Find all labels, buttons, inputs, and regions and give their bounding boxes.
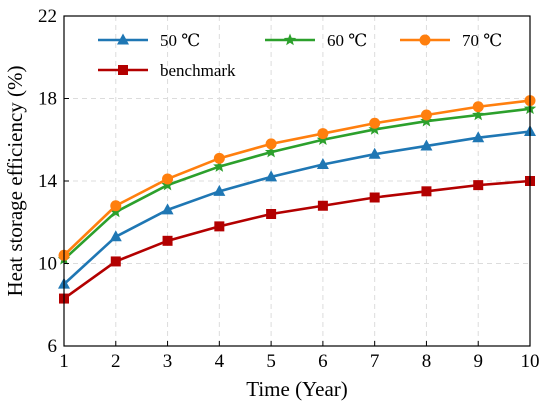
y-tick-label: 18 — [38, 89, 57, 110]
axis-ticks: 1 2 3 4 5 6 7 8 9 10 6 10 14 18 22 — [38, 6, 540, 372]
series-line — [63, 130, 531, 286]
legend-label: 70 ℃ — [462, 31, 502, 50]
y-tick-label: 14 — [38, 171, 58, 192]
data-point — [266, 209, 277, 219]
series-line — [63, 99, 531, 257]
data-point — [109, 230, 122, 242]
data-point — [265, 170, 278, 182]
y-tick-label: 10 — [38, 254, 57, 275]
legend-label: benchmark — [160, 61, 236, 80]
data-point — [317, 200, 328, 211]
data-point — [317, 128, 329, 140]
series-70 — [58, 95, 536, 261]
series-layer — [57, 95, 537, 304]
data-point — [213, 184, 226, 196]
data-point — [161, 178, 174, 191]
series-benchmark — [59, 176, 535, 304]
y-axis-title: Heat storage efficiency (%) — [3, 65, 27, 296]
data-point — [213, 152, 225, 164]
data-point — [264, 145, 278, 158]
data-point — [316, 158, 329, 169]
x-tick-label: 7 — [370, 351, 380, 372]
data-point — [162, 235, 173, 246]
data-point — [368, 122, 381, 135]
legend-label: 50 ℃ — [160, 31, 200, 50]
legend-marker — [118, 65, 128, 75]
x-axis-title: Time (Year) — [246, 377, 348, 401]
data-point — [420, 114, 433, 127]
legend-marker — [283, 33, 297, 46]
data-point — [369, 117, 381, 129]
x-tick-label: 2 — [111, 351, 121, 372]
data-point — [265, 138, 277, 150]
data-point — [369, 192, 380, 203]
data-point — [110, 256, 121, 267]
series-60 — [57, 102, 537, 265]
x-tick-label: 6 — [318, 351, 328, 372]
data-point — [472, 108, 485, 121]
data-point — [472, 101, 484, 113]
x-tick-label: 9 — [473, 351, 483, 372]
data-point — [213, 160, 226, 172]
data-point — [109, 205, 122, 218]
series-line — [63, 179, 531, 300]
y-tick-label: 22 — [38, 6, 57, 27]
data-point — [421, 186, 432, 197]
legend-item: 70 ℃ — [400, 31, 502, 50]
legend-item: 60 ℃ — [265, 31, 367, 50]
data-point — [161, 203, 174, 215]
data-point — [316, 133, 330, 146]
data-point — [110, 200, 122, 212]
data-point — [420, 139, 433, 151]
series-line — [63, 107, 531, 261]
series-50 — [58, 125, 536, 289]
legend-item: 50 ℃ — [98, 31, 200, 50]
data-point — [420, 109, 432, 121]
legend-marker — [419, 34, 431, 46]
data-point — [368, 147, 381, 159]
x-tick-label: 5 — [266, 351, 276, 372]
data-point — [214, 221, 225, 232]
x-tick-label: 3 — [163, 351, 173, 372]
y-tick-label: 6 — [48, 336, 58, 357]
legend-marker — [117, 33, 129, 45]
x-tick-label: 8 — [422, 351, 432, 372]
legend-item: benchmark — [98, 61, 236, 80]
data-point — [162, 173, 174, 185]
x-tick-label: 1 — [59, 351, 69, 372]
grid-lines — [63, 15, 531, 347]
legend-label: 60 ℃ — [327, 31, 367, 50]
data-point — [473, 180, 484, 191]
x-tick-label: 10 — [521, 351, 540, 372]
legend: 50 ℃ 60 ℃ 70 ℃ benchmark — [98, 31, 502, 80]
x-tick-label: 4 — [215, 351, 225, 372]
data-point — [472, 131, 485, 143]
